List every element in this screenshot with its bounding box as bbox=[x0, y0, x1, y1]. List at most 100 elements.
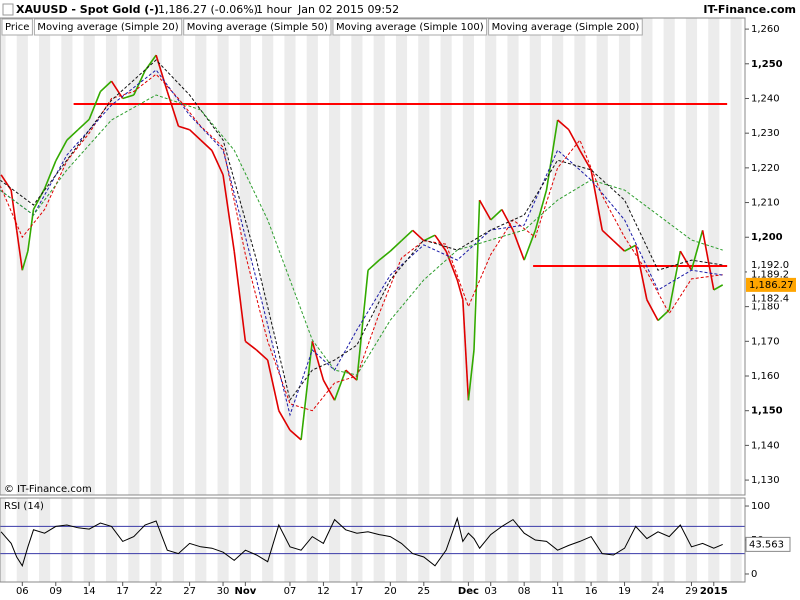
day-stripe bbox=[172, 498, 185, 582]
x-tick-label: 20 bbox=[384, 586, 397, 597]
day-stripe bbox=[529, 18, 541, 495]
price-segment bbox=[289, 429, 302, 441]
day-stripe bbox=[16, 18, 28, 495]
y-tick-label: 1,150 bbox=[751, 406, 783, 417]
x-tick-label: 03 bbox=[484, 586, 497, 597]
day-stripe bbox=[262, 498, 274, 582]
moving-average bbox=[0, 69, 723, 417]
x-tick-label: 29 bbox=[685, 586, 698, 597]
level-tag bbox=[747, 269, 789, 280]
price-segment bbox=[244, 340, 258, 351]
day-stripe bbox=[596, 18, 608, 495]
price-segment bbox=[255, 349, 269, 361]
price-segment bbox=[601, 229, 614, 242]
x-tick-label: 19 bbox=[618, 586, 631, 597]
day-stripe bbox=[462, 498, 474, 582]
rsi-line bbox=[0, 516, 723, 567]
legend-label: Moving average (Simple 50) bbox=[187, 22, 328, 33]
day-stripe bbox=[418, 498, 430, 582]
day-stripe bbox=[284, 498, 296, 582]
day-stripe bbox=[351, 498, 363, 582]
day-stripe bbox=[61, 18, 73, 495]
last-rsi-tag bbox=[745, 536, 791, 552]
price-segment bbox=[178, 125, 190, 131]
icon bbox=[2, 3, 14, 16]
day-stripe bbox=[150, 18, 162, 495]
y-tick-label: 1,200 bbox=[751, 232, 783, 243]
level-tag bbox=[747, 293, 789, 304]
quote: 1,186.27 (-0.06%) bbox=[158, 3, 258, 16]
day-stripe bbox=[128, 18, 140, 495]
price-segment bbox=[501, 209, 514, 231]
price-segment bbox=[389, 240, 403, 252]
y-tick-label: 1,130 bbox=[751, 475, 780, 486]
x-tick-label: 06 bbox=[16, 586, 29, 597]
y-tick-label: 1,250 bbox=[751, 59, 783, 70]
price-segment bbox=[333, 369, 347, 401]
day-stripe bbox=[284, 18, 296, 495]
y-tick-label: 100 bbox=[751, 501, 770, 512]
price-segment bbox=[222, 174, 235, 252]
y-tick-label: 1,170 bbox=[751, 336, 780, 347]
price-segment bbox=[133, 70, 146, 96]
last-rsi-label: 43.563 bbox=[749, 539, 784, 550]
plot bbox=[0, 54, 745, 567]
day-stripe bbox=[83, 498, 95, 582]
rsi-title: RSI (14) bbox=[4, 501, 44, 512]
level-label: 1,192.0 bbox=[751, 260, 789, 271]
day-stripe bbox=[39, 498, 51, 582]
price-segment bbox=[579, 150, 592, 171]
legend-box bbox=[332, 18, 488, 36]
legend-box bbox=[183, 18, 332, 36]
day-stripe bbox=[574, 498, 586, 582]
price-segment bbox=[657, 309, 670, 322]
day-stripe bbox=[440, 498, 452, 582]
price-segment bbox=[345, 369, 358, 381]
price-frame bbox=[0, 17, 746, 496]
x-tick-label: 07 bbox=[284, 586, 297, 597]
day-stripe bbox=[485, 18, 497, 495]
price-segment bbox=[266, 359, 280, 411]
day-stripe bbox=[239, 18, 251, 495]
moving-average bbox=[0, 73, 723, 412]
price-segment bbox=[462, 299, 470, 401]
price-segment bbox=[155, 54, 169, 92]
x-tick-label: 08 bbox=[518, 586, 531, 597]
day-stripe bbox=[329, 498, 341, 582]
day-stripe bbox=[329, 18, 341, 495]
symbol: XAUUSD - Spot Gold (-) bbox=[16, 3, 159, 16]
credit: © IT-Finance.com bbox=[4, 484, 92, 495]
price-segment bbox=[456, 279, 464, 300]
y-tick-label: 1,240 bbox=[751, 93, 780, 104]
price-segment bbox=[679, 250, 693, 271]
day-stripe bbox=[150, 498, 162, 582]
x-tick-label: 25 bbox=[417, 586, 430, 597]
day-stripe bbox=[172, 18, 185, 495]
price-segment bbox=[300, 341, 314, 440]
day-stripe bbox=[61, 498, 73, 582]
price-segment bbox=[646, 299, 659, 321]
x-tick-label: 17 bbox=[116, 586, 129, 597]
x-tick-label: 17 bbox=[351, 586, 364, 597]
day-stripe bbox=[105, 18, 118, 495]
price-segment bbox=[15, 230, 24, 271]
day-stripe bbox=[39, 18, 51, 495]
price-segment bbox=[490, 208, 503, 221]
x-tick-label: 14 bbox=[83, 586, 96, 597]
price-segment bbox=[412, 229, 425, 242]
day-stripe bbox=[641, 18, 653, 495]
price-segment bbox=[690, 230, 704, 271]
price-segment bbox=[512, 230, 525, 261]
price-segment bbox=[233, 251, 247, 342]
x-tick-label: Nov bbox=[234, 586, 256, 597]
day-stripe bbox=[507, 498, 519, 582]
day-stripe bbox=[618, 498, 631, 582]
legend-label: Moving average (Simple 200) bbox=[492, 22, 640, 33]
x-tick-label: 16 bbox=[585, 586, 598, 597]
price-segment bbox=[322, 379, 336, 401]
x-tick-label: 09 bbox=[49, 586, 62, 597]
day-stripe bbox=[373, 498, 385, 582]
x-tick-label: 30 bbox=[217, 586, 230, 597]
price-segment bbox=[624, 244, 637, 252]
